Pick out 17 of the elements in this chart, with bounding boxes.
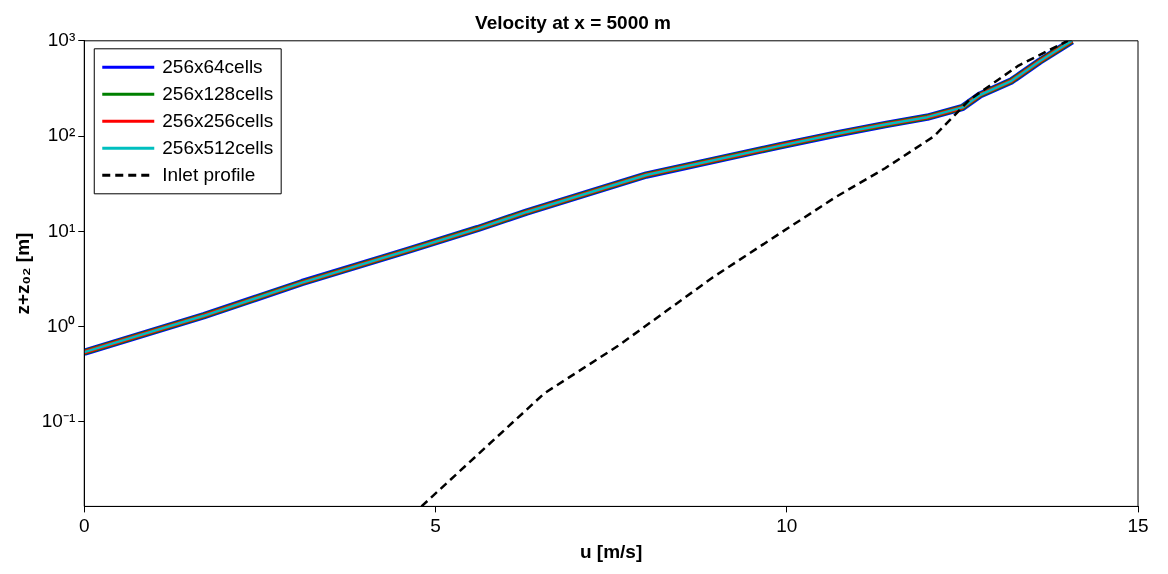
legend-label: Inlet profile: [162, 163, 256, 185]
x-tick-label: 15: [1127, 515, 1149, 537]
y-tick-label: 10⁰: [47, 314, 76, 336]
x-tick-label: 0: [78, 515, 90, 537]
y-tick-label: 10²: [47, 124, 76, 146]
x-tick-label: 10: [776, 515, 798, 537]
chart-title: Velocity at x = 5000 m: [475, 11, 671, 33]
legend-label: 256x512cells: [162, 136, 274, 158]
x-axis-title: u [m/s]: [579, 540, 643, 562]
y-tick-label: 10¹: [47, 219, 76, 241]
legend-label: 256x128cells: [162, 82, 274, 104]
legend-label: 256x256cells: [162, 109, 274, 131]
y-tick-label: 10⁻¹: [41, 410, 76, 432]
legend-label: 256x64cells: [162, 55, 263, 77]
y-tick-label: 10³: [47, 29, 76, 51]
y-axis-title: z+z₀₂ [m]: [11, 232, 33, 315]
x-tick-label: 5: [430, 515, 441, 537]
